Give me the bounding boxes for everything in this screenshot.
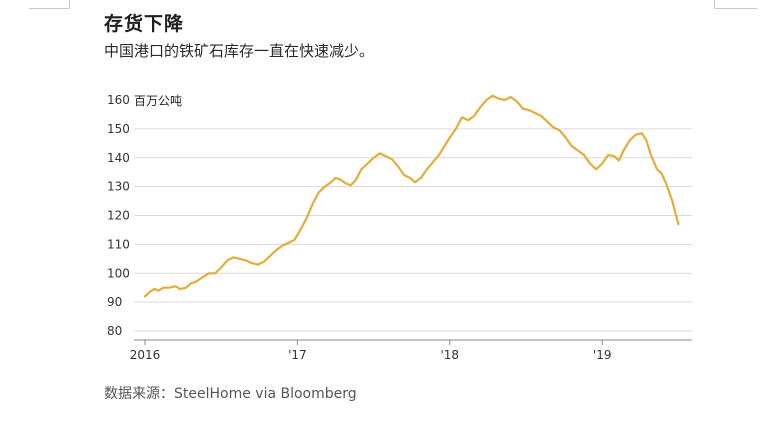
page-corner-mark-left [29,0,70,9]
y-tick-label-80: 80 [107,324,122,338]
x-tick-label-2017: '17 [288,348,307,362]
series-layer [143,94,680,298]
y-tick-label-120: 120 [107,209,130,223]
y-tick-label-110: 110 [107,237,130,251]
source-note: 数据来源：SteelHome via Bloomberg [104,386,357,402]
tick-labels: 80 90 100 110 120 130 140 150 160 2016 '17 '18 '19 [107,93,611,362]
y-tick-label-130: 130 [107,180,130,194]
x-axis [134,339,692,345]
series-line-0 [143,94,680,298]
x-tick-label-2018: '18 [440,348,459,362]
y-tick-label-150: 150 [107,122,130,136]
x-tick-label-2016: 2016 [130,348,161,362]
y-tick-label-140: 140 [107,151,130,165]
y-tick-label-160: 160 [107,93,130,107]
chart-title: 存货下降 [104,13,185,35]
chart-subtitle: 中国港口的铁矿石库存一直在快速减少。 [104,42,375,60]
y-tick-label-90: 90 [107,295,122,309]
x-tick-label-2019: '19 [593,348,612,362]
y-tick-label-100: 100 [107,266,130,280]
gridlines [134,128,692,332]
y-unit-label: 百万公吨 [134,94,182,108]
page-corner-mark-right [714,0,757,9]
